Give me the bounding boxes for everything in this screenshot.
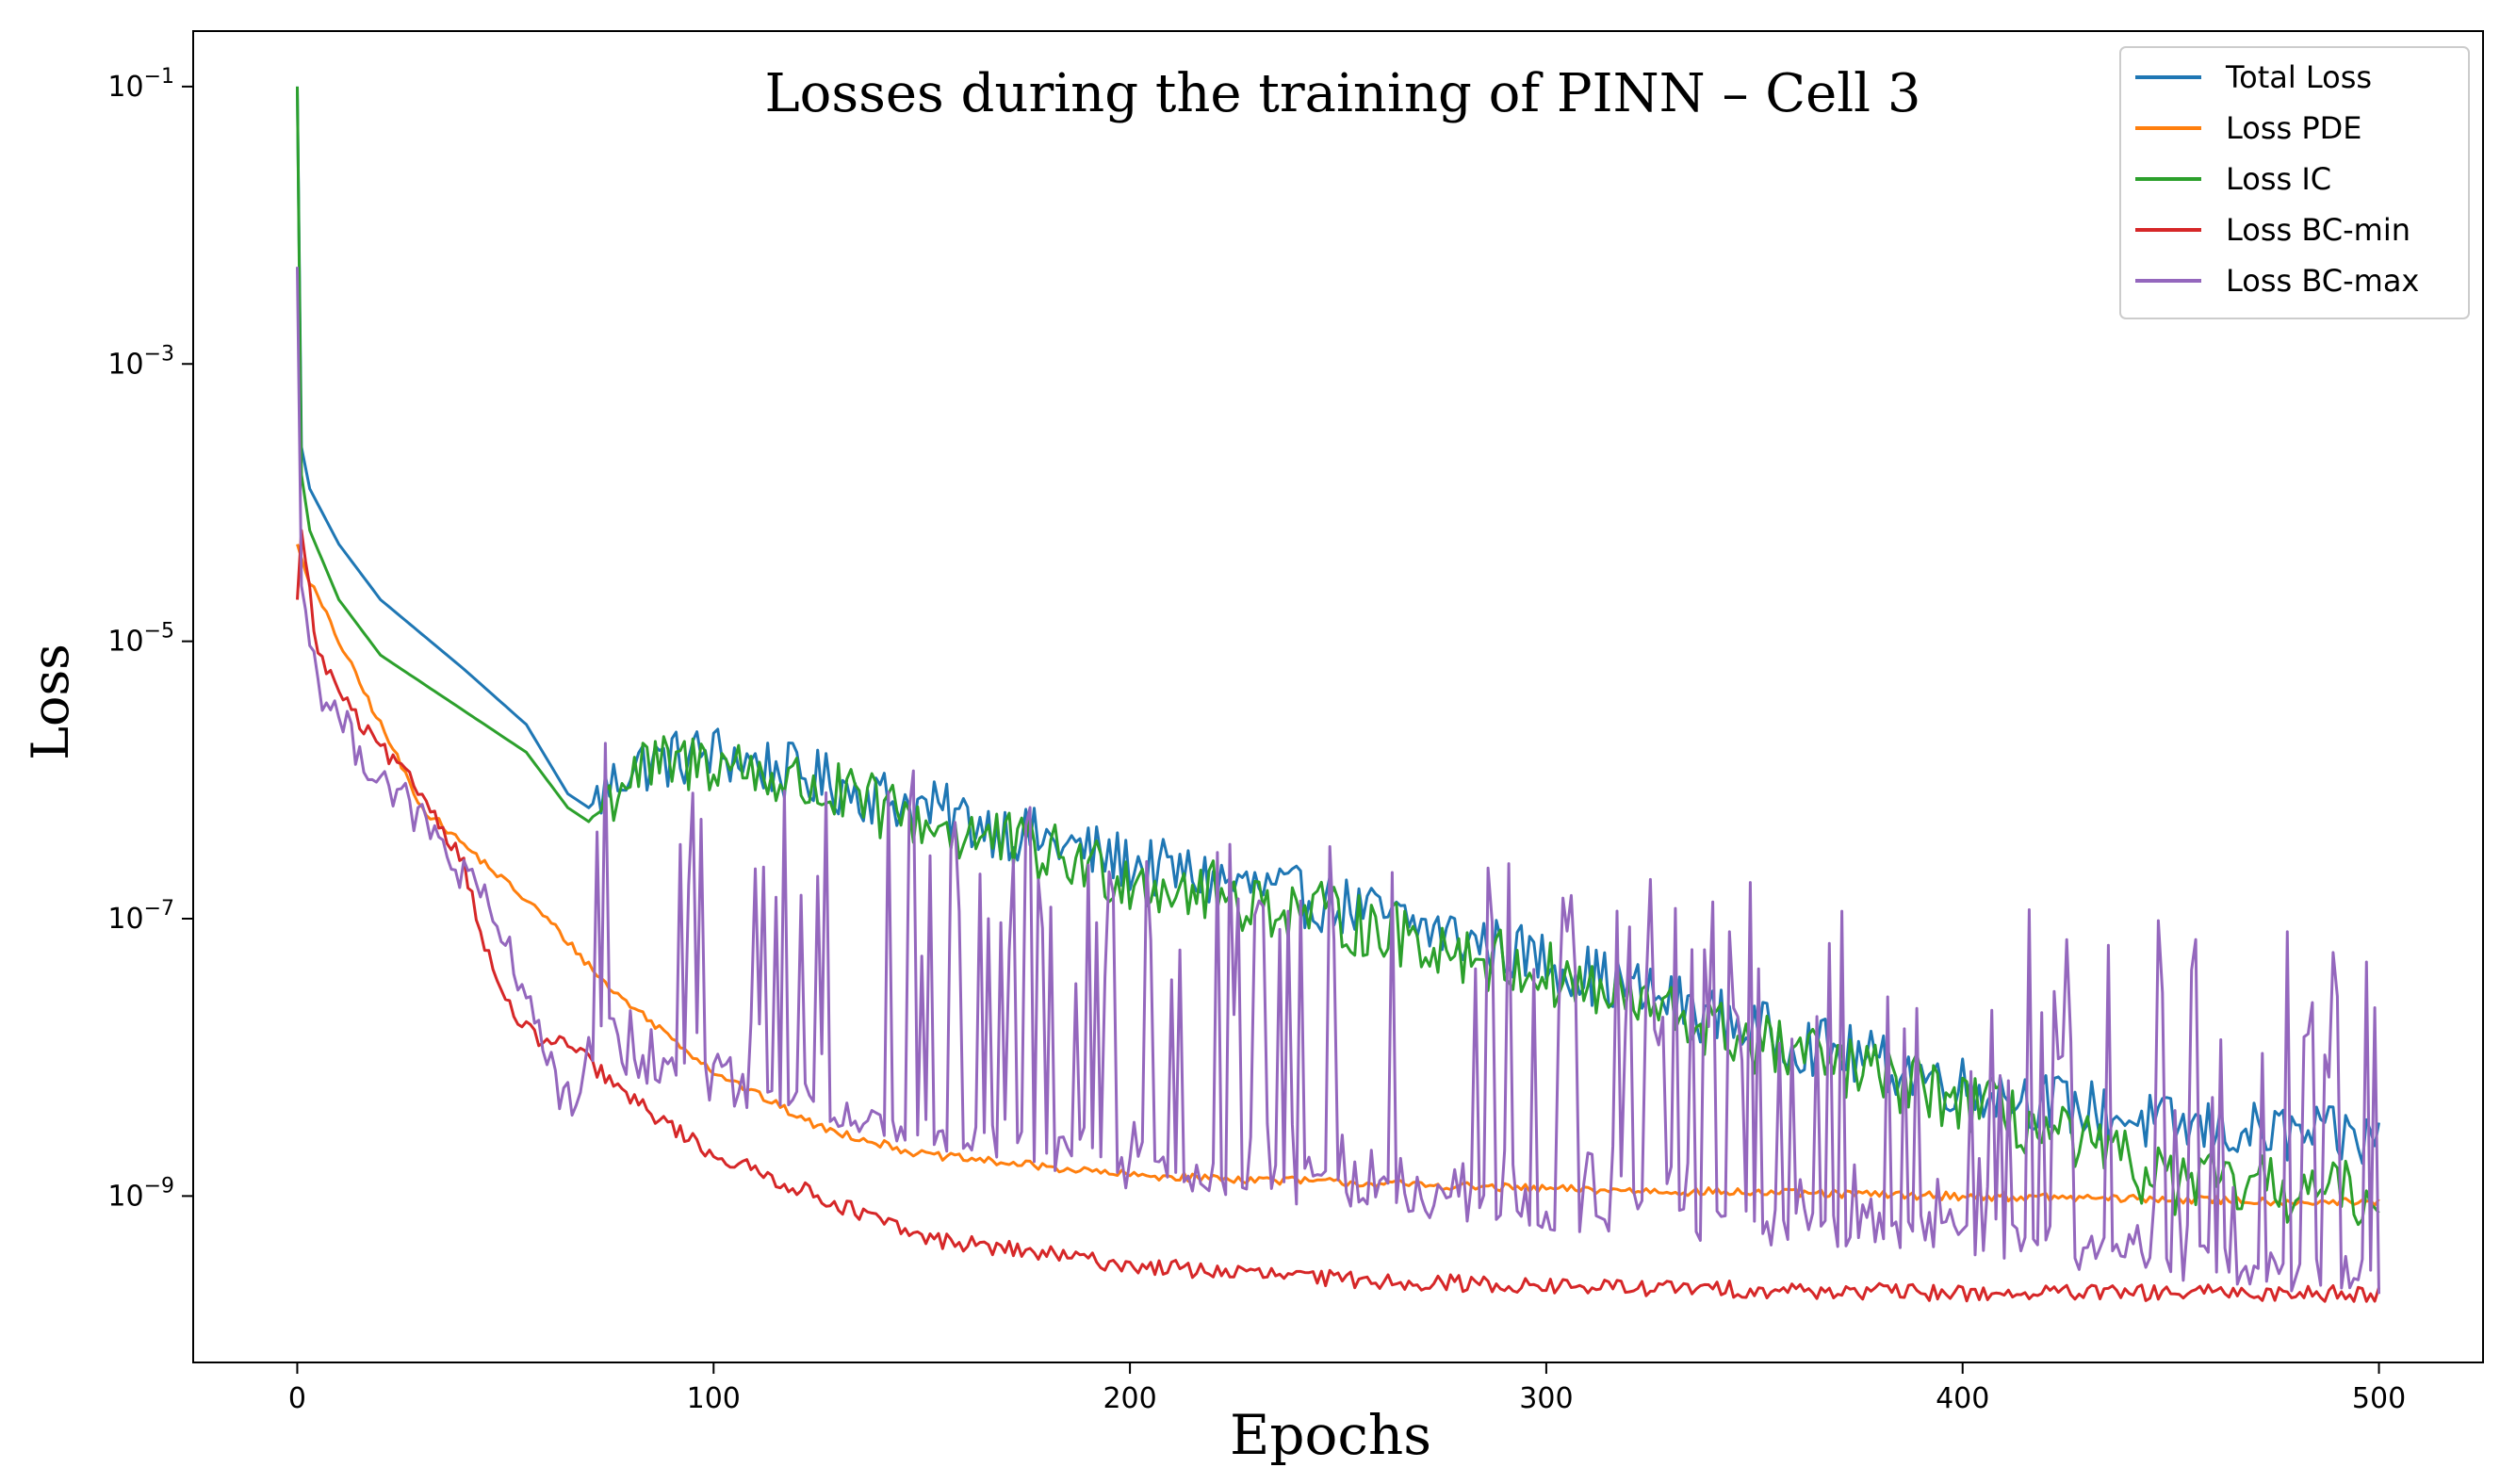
legend-label: Loss BC-min [2226,212,2410,248]
y-tick-label: 10−7 [107,897,174,936]
y-tick-label: 10−5 [107,620,174,659]
x-tick-label: 100 [687,1382,741,1415]
x-axis: 0 100 200 300 400 500 [288,1362,2406,1415]
plot-frame [192,30,2484,1363]
legend-box [2119,46,2470,319]
legend-items: Total Loss Loss PDE Loss IC Loss BC-min Loss… [2135,59,2419,299]
series-line-loss-bc-max [296,267,2380,1295]
series-line-loss-bc-min [296,529,2380,1303]
x-tick-label: 300 [1519,1382,1573,1415]
legend-label: Total Loss [2225,59,2372,95]
legend: Total Loss Loss PDE Loss IC Loss BC-min Loss… [2119,46,2470,319]
y-tick-label: 10−1 [107,65,174,104]
y-tick-label: 10−3 [107,342,174,381]
y-axis-label: Loss [21,644,80,760]
legend-label: Loss BC-max [2226,263,2419,299]
legend-label: Loss PDE [2226,110,2362,146]
x-tick-label: 200 [1103,1382,1156,1415]
x-tick-label: 400 [1936,1382,1989,1415]
chart-title: Losses during the training of PINN – Cel… [764,63,1920,124]
y-tick-label: 10−9 [107,1174,174,1213]
x-tick-label: 0 [288,1382,306,1415]
plot-lines [296,86,2380,1303]
x-tick-label: 500 [2352,1382,2406,1415]
x-axis-label: Epochs [1230,1403,1431,1467]
y-axis: 10−1 10−3 10−5 10−7 10−9 [107,65,193,1213]
legend-label: Loss IC [2226,161,2331,197]
